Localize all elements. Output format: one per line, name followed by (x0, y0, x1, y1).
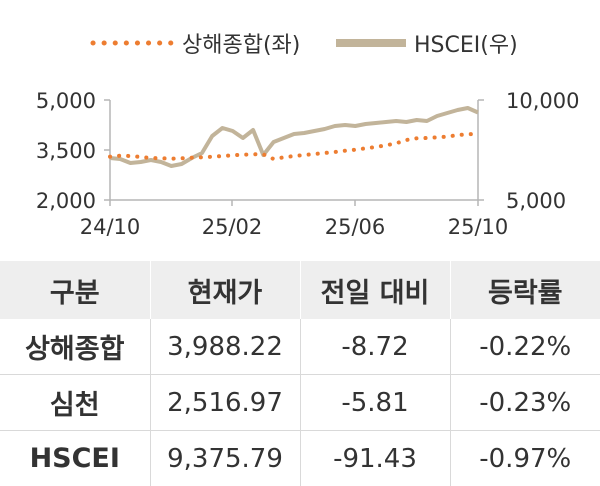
legend-label-shanghai: 상해종합(좌) (182, 33, 300, 58)
y-right-tick-label: 5,000 (506, 189, 566, 213)
x-tick-label: 25/10 (448, 215, 509, 239)
legend-label-hscei: HSCEI(우) (414, 33, 518, 58)
index-quote-table: 구분 현재가 전일 대비 등락률 상해종합 3,988.22 -8.72 -0.… (0, 261, 600, 486)
column-header-category: 구분 (0, 261, 150, 319)
change-rate-cell: -0.23% (450, 375, 600, 431)
row-label: 상해종합 (0, 319, 150, 375)
x-tick-label: 24/10 (80, 215, 141, 239)
plot-frame (104, 100, 484, 206)
row-label: HSCEI (0, 431, 150, 486)
price-cell: 2,516.97 (150, 375, 300, 431)
y-left-tick-label: 2,000 (36, 189, 96, 213)
price-cell: 3,988.22 (150, 319, 300, 375)
change-rate-cell: -0.97% (450, 431, 600, 486)
price-cell: 9,375.79 (150, 431, 300, 486)
series-line-shanghai (110, 134, 478, 159)
row-label: 심천 (0, 375, 150, 431)
y-right-tick-labels: 10,000 5,000 (506, 89, 579, 213)
line-chart: 상해종합(좌) HSCEI(우) 5,000 3,500 2,000 10,00… (0, 0, 600, 258)
column-header-change-rate: 등락률 (450, 261, 600, 319)
series-layer (110, 108, 478, 166)
x-tick-label: 25/06 (325, 215, 386, 239)
table-row: 상해종합 3,988.22 -8.72 -0.22% (0, 319, 600, 375)
y-left-tick-labels: 5,000 3,500 2,000 (36, 89, 96, 213)
change-cell: -8.72 (300, 319, 450, 375)
column-header-price: 현재가 (150, 261, 300, 319)
column-header-change: 전일 대비 (300, 261, 450, 319)
table-header-row: 구분 현재가 전일 대비 등락률 (0, 261, 600, 319)
table-row: HSCEI 9,375.79 -91.43 -0.97% (0, 431, 600, 486)
change-cell: -5.81 (300, 375, 450, 431)
table-row: 심천 2,516.97 -5.81 -0.23% (0, 375, 600, 431)
y-right-tick-label: 10,000 (506, 89, 579, 113)
legend: 상해종합(좌) HSCEI(우) (93, 33, 518, 58)
y-left-tick-label: 3,500 (36, 139, 96, 163)
y-left-tick-label: 5,000 (36, 89, 96, 113)
x-tick-labels: 24/10 25/02 25/06 25/10 (80, 215, 509, 239)
x-tick-label: 25/02 (202, 215, 263, 239)
change-rate-cell: -0.22% (450, 319, 600, 375)
change-cell: -91.43 (300, 431, 450, 486)
